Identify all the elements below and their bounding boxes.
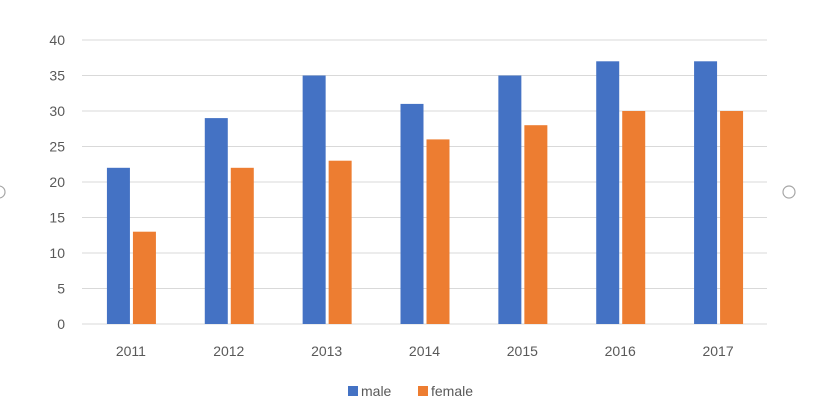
legend: male female — [348, 383, 473, 399]
bar-male-2011 — [106, 167, 130, 324]
bar-female-2015 — [524, 125, 548, 324]
x-tick-label: 2012 — [213, 343, 244, 359]
legend-label-female: female — [431, 383, 473, 399]
x-tick-label: 2011 — [116, 343, 146, 359]
bar-female-2013 — [328, 160, 352, 324]
legend-label-male: male — [361, 383, 392, 399]
y-tick-label: 10 — [49, 245, 65, 261]
gridlines — [82, 39, 767, 325]
legend-swatch-male — [348, 386, 358, 396]
right-resize-handle[interactable] — [782, 185, 796, 199]
left-resize-handle[interactable] — [0, 185, 6, 199]
bar-male-2015 — [498, 75, 522, 324]
bar-female-2014 — [426, 139, 450, 324]
x-tick-label: 2013 — [311, 343, 342, 359]
x-axis-ticks: 2011 2012 2013 2014 2015 2016 2017 — [116, 343, 734, 359]
y-tick-label: 40 — [49, 32, 65, 48]
x-tick-label: 2015 — [507, 343, 538, 359]
legend-swatch-female — [418, 386, 428, 396]
bar-female-2011 — [132, 231, 156, 324]
bar-female-2017 — [720, 111, 744, 324]
bar-male-2014 — [400, 103, 424, 325]
bar-male-2016 — [596, 61, 620, 325]
resize-handles[interactable] — [0, 185, 796, 199]
y-tick-label: 15 — [49, 210, 65, 226]
y-tick-label: 20 — [49, 174, 65, 190]
x-tick-label: 2016 — [605, 343, 636, 359]
bar-male-2012 — [204, 118, 228, 324]
x-tick-label: 2014 — [409, 343, 440, 359]
bar-female-2016 — [622, 111, 646, 324]
y-tick-label: 0 — [57, 316, 65, 332]
x-tick-label: 2017 — [702, 343, 733, 359]
y-tick-label: 35 — [49, 68, 65, 84]
y-tick-label: 5 — [57, 281, 65, 297]
y-tick-label: 25 — [49, 139, 65, 155]
y-axis-ticks: 0 5 10 15 20 25 30 35 40 — [49, 32, 65, 332]
bar-male-2017 — [694, 61, 718, 325]
bar-male-2013 — [302, 75, 326, 324]
bar-female-2012 — [230, 167, 254, 324]
y-tick-label: 30 — [49, 103, 65, 119]
bars — [106, 61, 744, 325]
